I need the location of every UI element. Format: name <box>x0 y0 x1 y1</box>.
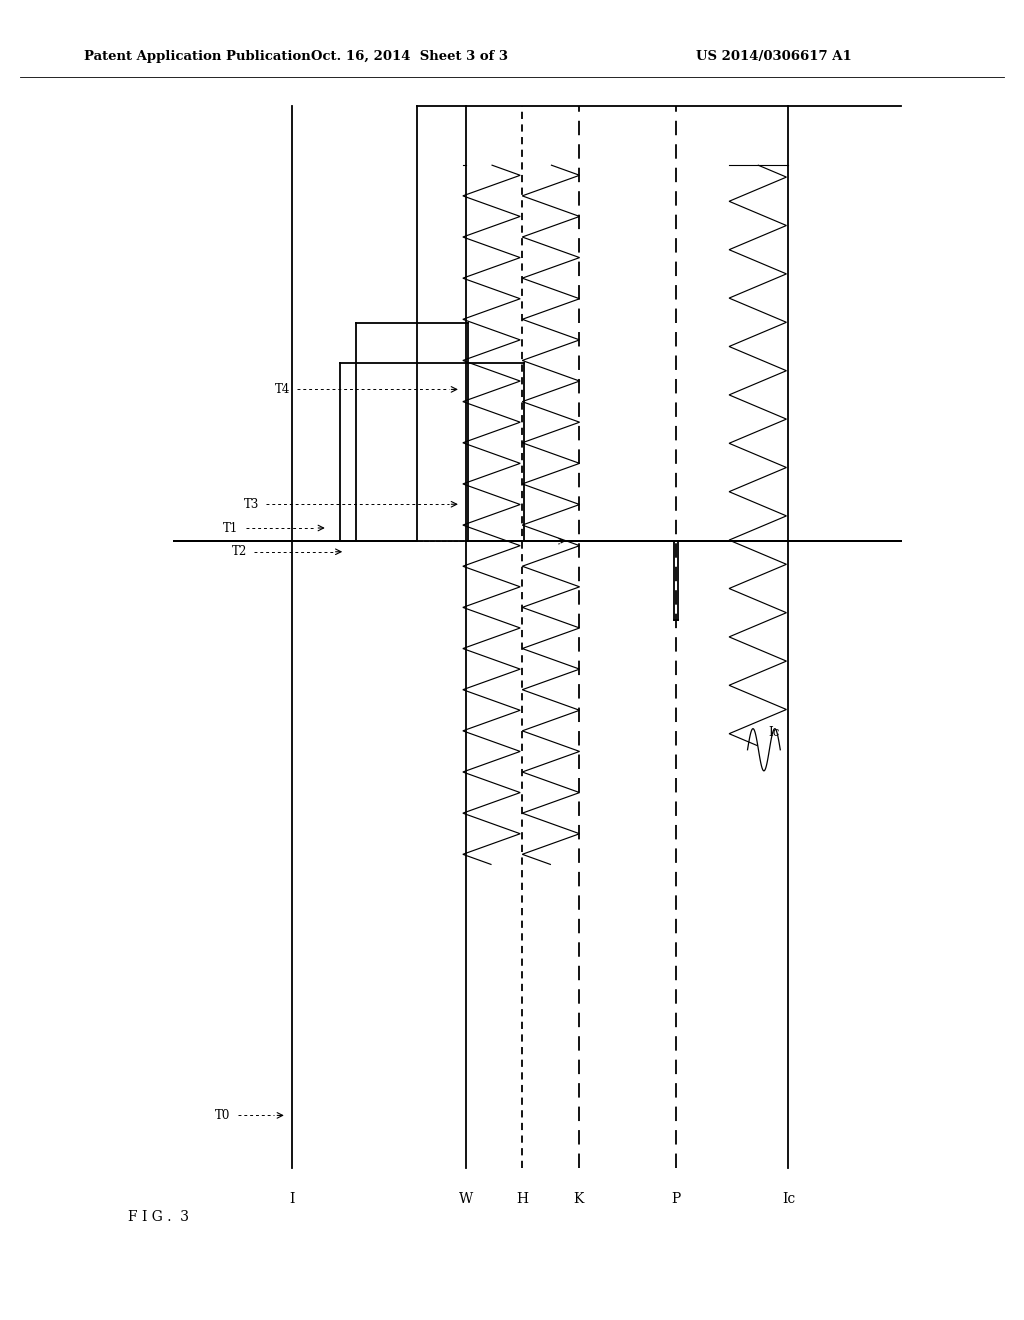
Text: US 2014/0306617 A1: US 2014/0306617 A1 <box>696 50 852 63</box>
Text: W: W <box>459 1192 473 1205</box>
Text: T2: T2 <box>231 545 247 558</box>
Text: H: H <box>516 1192 528 1205</box>
Text: Ic: Ic <box>768 726 780 739</box>
Text: T3: T3 <box>244 498 259 511</box>
Text: T0: T0 <box>215 1109 230 1122</box>
Text: T4: T4 <box>274 383 290 396</box>
Text: P: P <box>671 1192 681 1205</box>
Text: Patent Application Publication: Patent Application Publication <box>84 50 310 63</box>
Text: I: I <box>289 1192 295 1205</box>
Text: F I G .  3: F I G . 3 <box>128 1210 189 1224</box>
Text: Ic: Ic <box>782 1192 795 1205</box>
Text: K: K <box>573 1192 584 1205</box>
Text: T1: T1 <box>223 521 239 535</box>
Text: Oct. 16, 2014  Sheet 3 of 3: Oct. 16, 2014 Sheet 3 of 3 <box>311 50 508 63</box>
